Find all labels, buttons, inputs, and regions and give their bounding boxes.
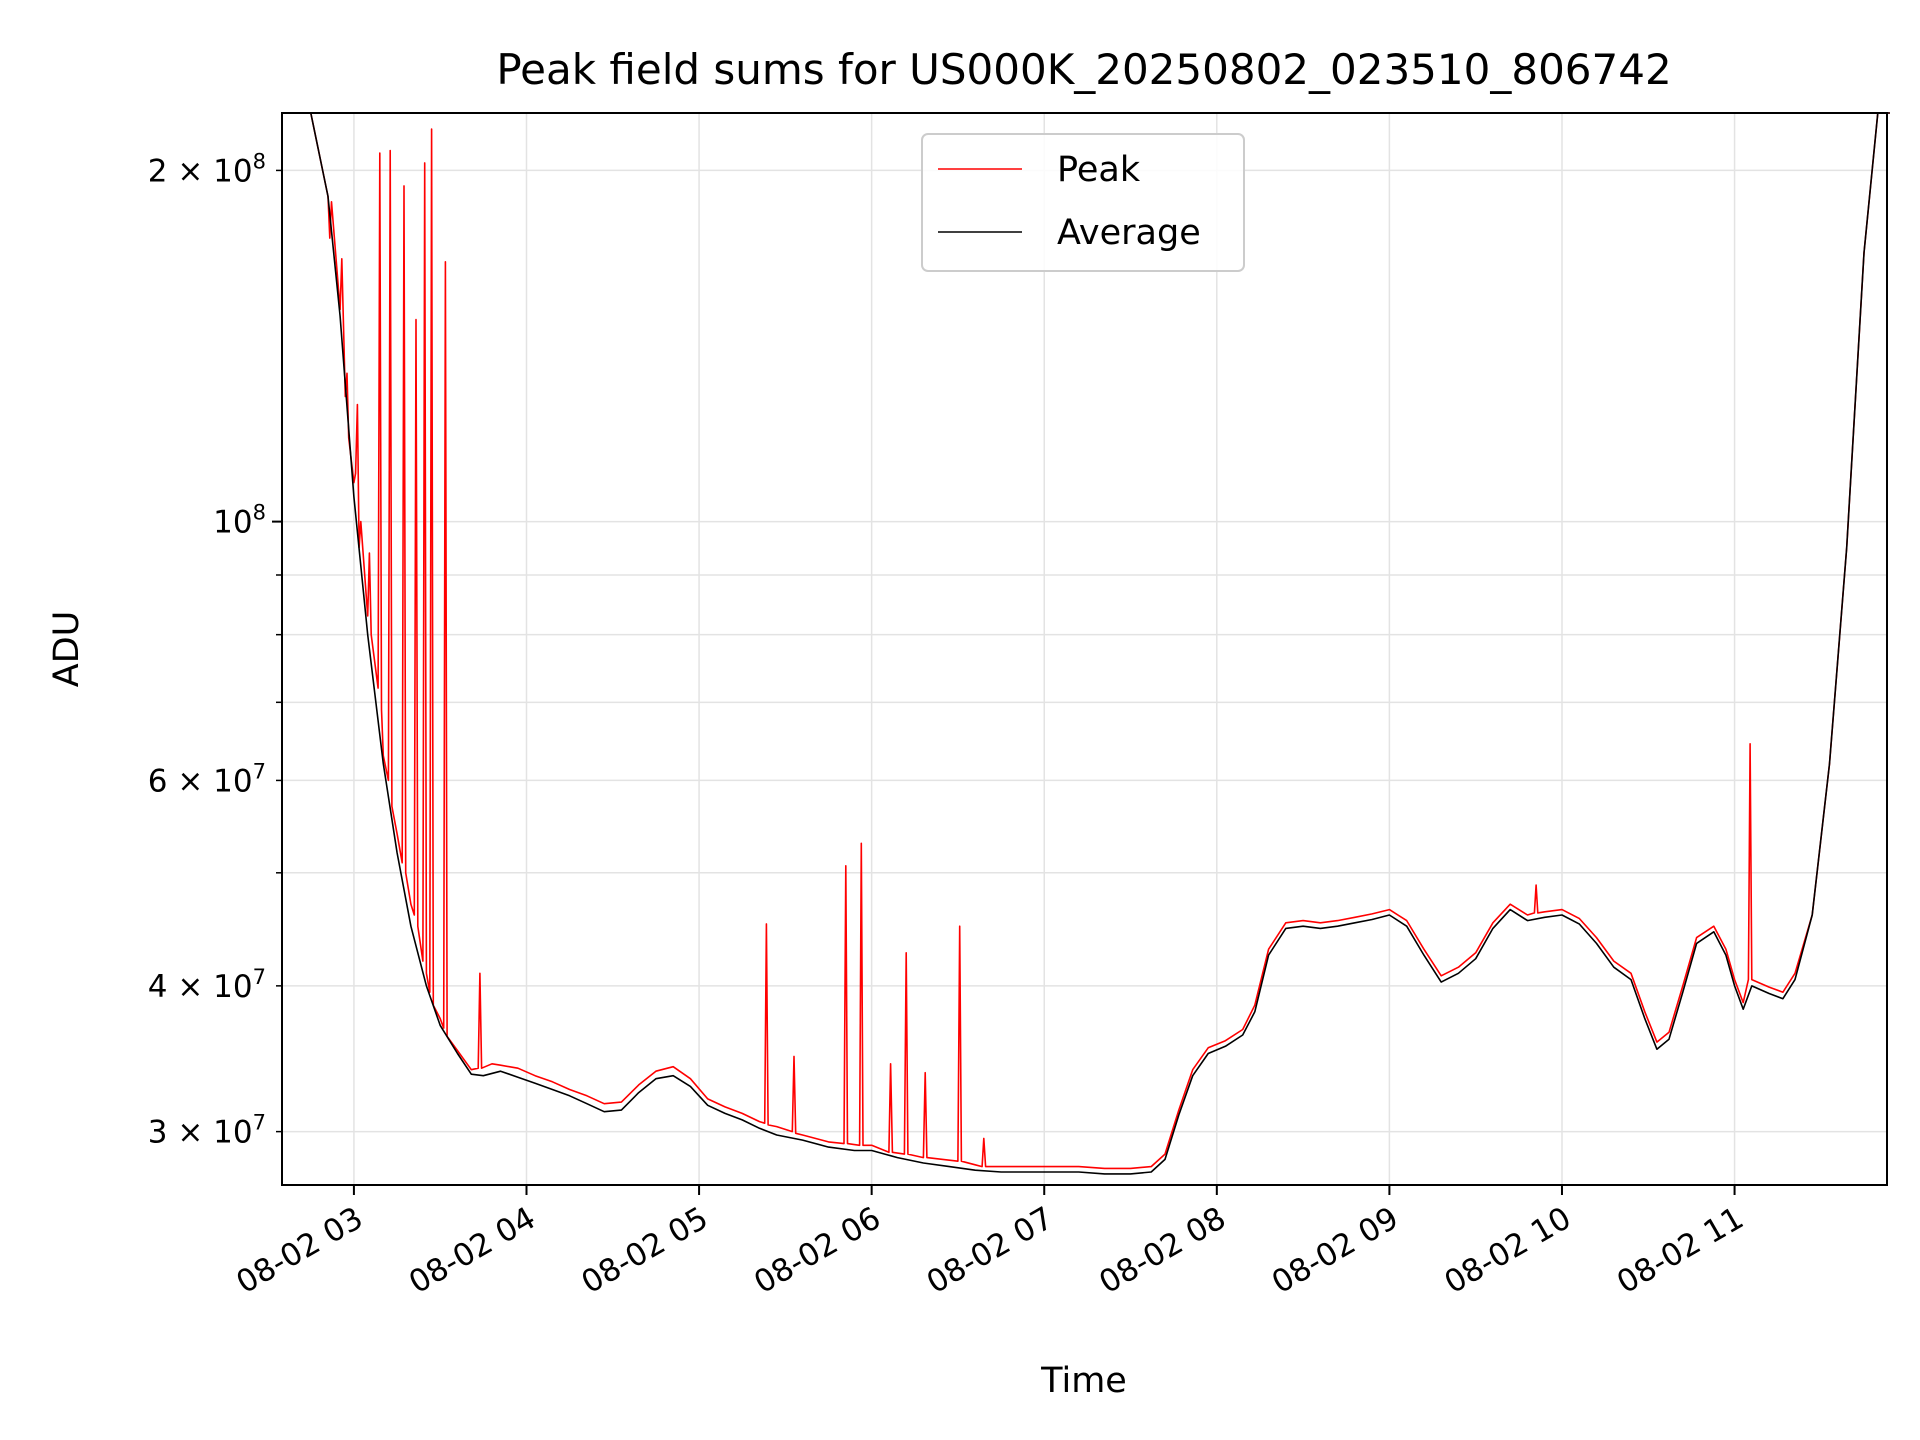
legend-label-average: Average (1057, 213, 1201, 253)
y-tick-exponent: 7 (253, 759, 266, 783)
y-tick-label: 2 × 108 (148, 149, 266, 189)
x-axis-label: Time (1040, 1361, 1127, 1401)
plot-frame (281, 112, 1888, 1186)
y-tick-label: 4 × 107 (148, 965, 266, 1005)
y-tick-label: 3 × 107 (148, 1111, 266, 1151)
series-lines (284, 112, 1890, 1175)
y-tick-exponent: 7 (253, 1111, 266, 1135)
chart-title: Peak field sums for US000K_20250802_0235… (496, 45, 1671, 94)
y-tick-exponent: 8 (253, 149, 266, 173)
legend: Peak Average (921, 133, 1245, 272)
y-axis-label: ADU (47, 611, 87, 688)
series-line-average (284, 112, 1890, 1175)
y-tick-exponent: 7 (253, 965, 266, 989)
series-line-peak (284, 112, 1890, 1170)
grid (282, 113, 1887, 1185)
legend-label-peak: Peak (1057, 150, 1141, 190)
y-tick-label: 6 × 107 (148, 759, 266, 799)
y-tick-exponent: 8 (253, 501, 266, 525)
